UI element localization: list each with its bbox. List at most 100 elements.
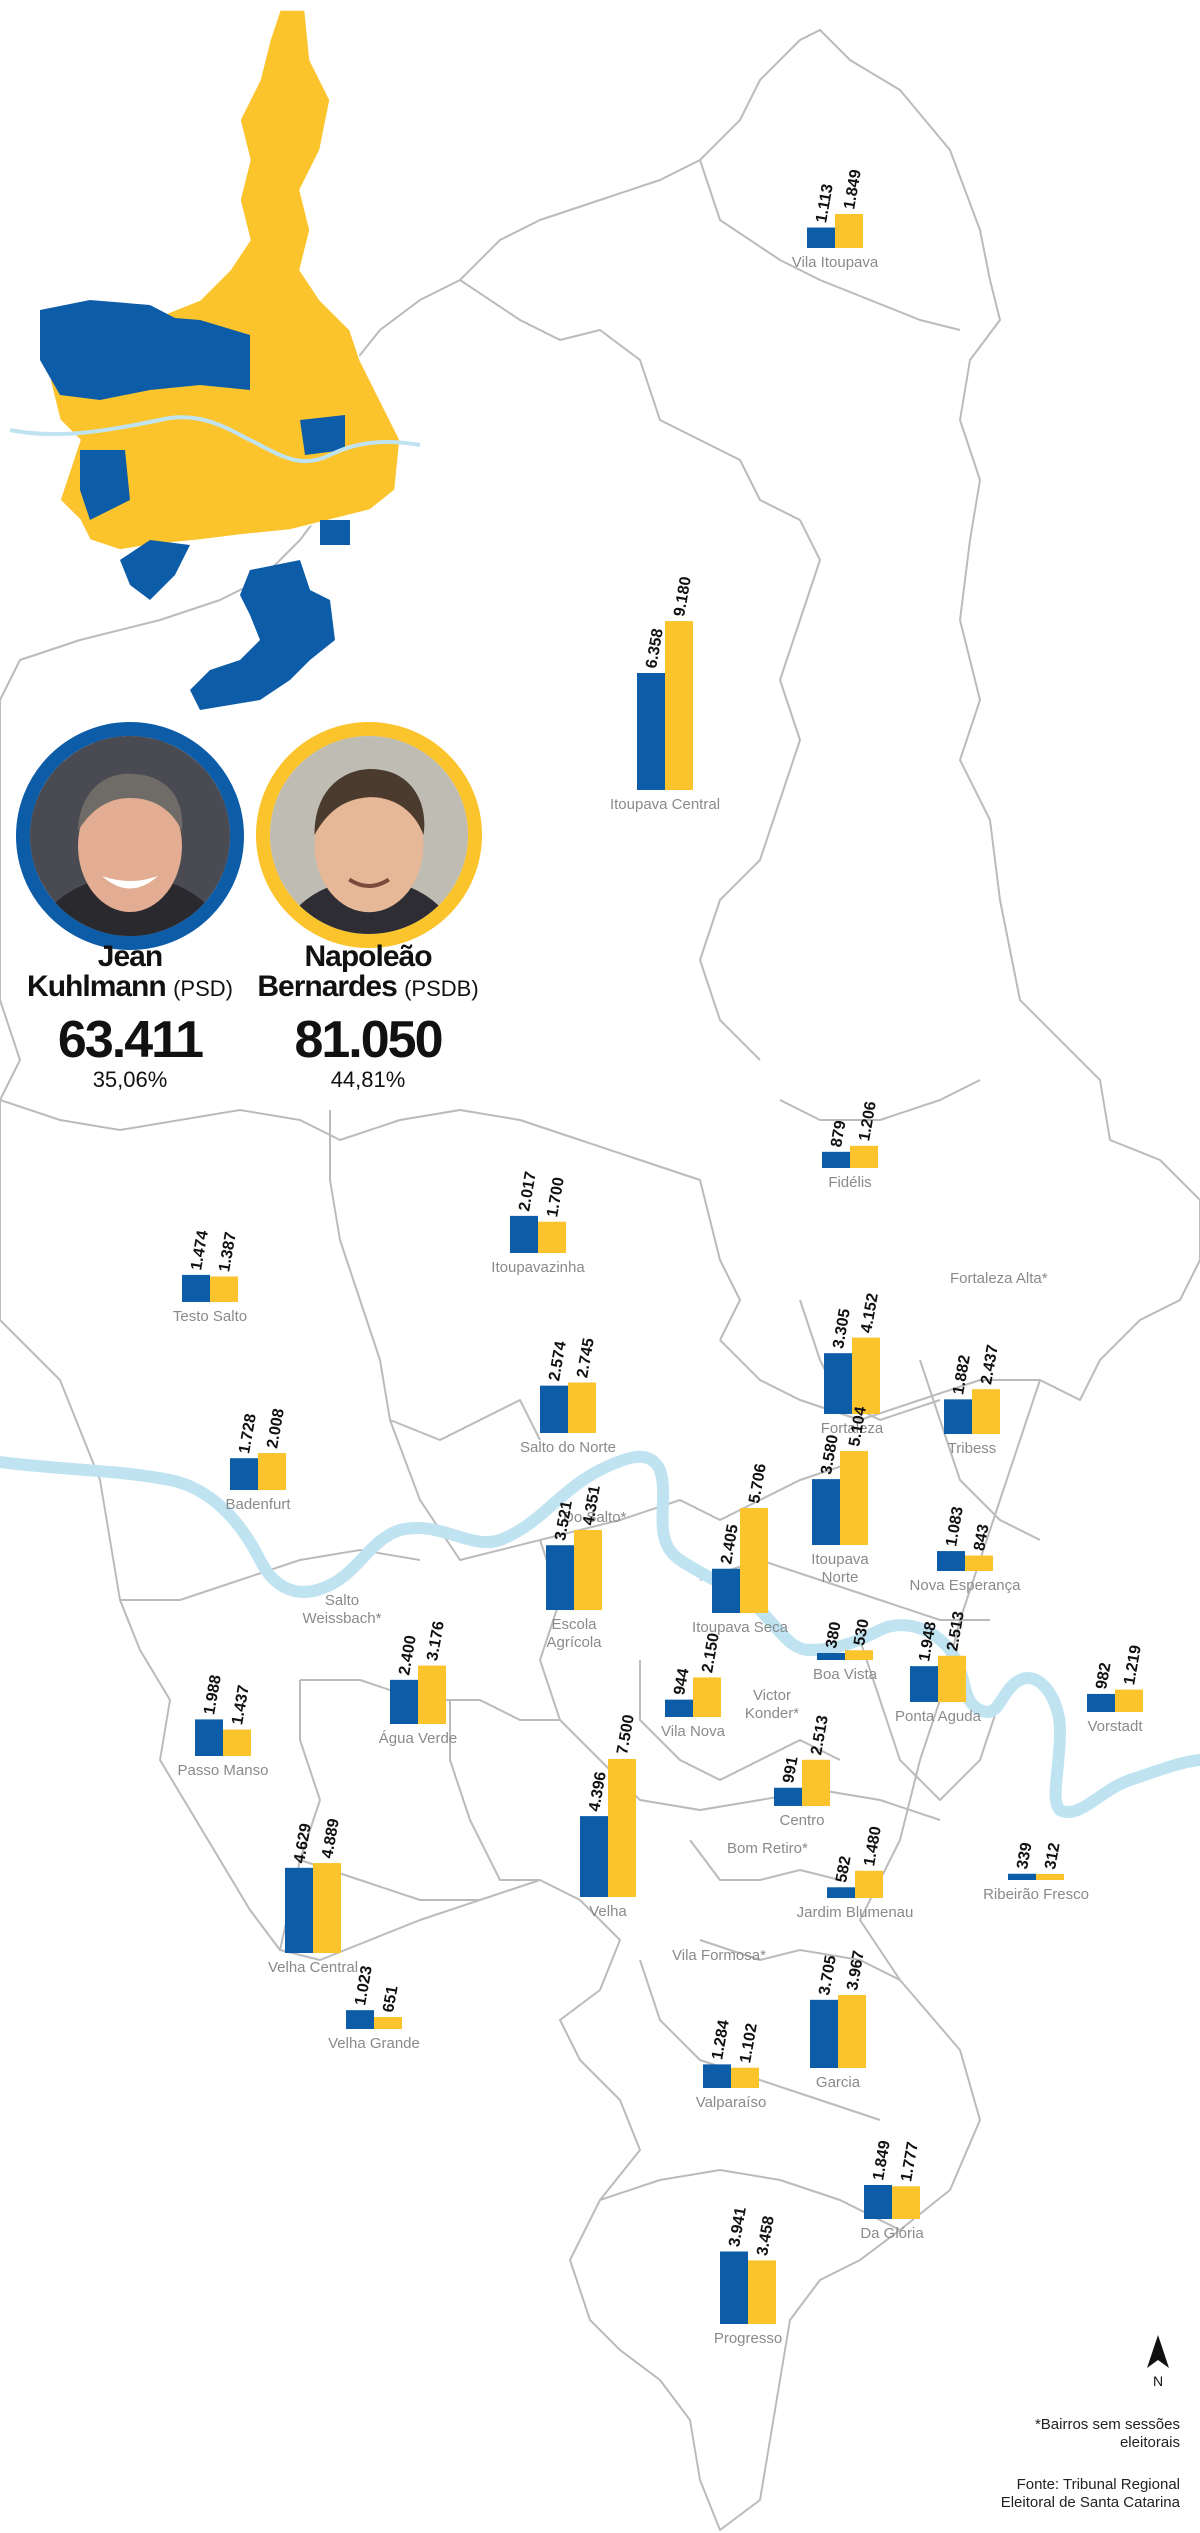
bar-kuhlmann (944, 1399, 972, 1434)
bar-kuhlmann (864, 2184, 892, 2219)
neighborhood-velha-grande: 1.023 651 Velha Grande (328, 1964, 420, 2052)
neighborhood-name: Centro (779, 1812, 824, 1829)
neighborhood-name: Ribeirão Fresco (983, 1886, 1089, 1903)
value-napoleao: 2.437 (978, 1343, 1002, 1385)
bar-napoleao (840, 1451, 868, 1545)
bar-kuhlmann (703, 2064, 731, 2088)
value-napoleao: 7.500 (614, 1713, 638, 1755)
neighborhood-name: Velha (589, 1903, 627, 1920)
neighborhood-name: Escola Agrícola (546, 1616, 602, 1651)
bernardes-votes: 81.050 (294, 1011, 443, 1069)
bar-napoleao (748, 2260, 776, 2324)
border-west (0, 1099, 741, 1341)
neighborhood-progresso: 3.941 3.458 Progresso (714, 2206, 782, 2347)
value-napoleao: 2.745 (574, 1337, 598, 1379)
bernardes-portrait-icon (270, 736, 468, 934)
neighborhood-name: Passo Manso (178, 1762, 269, 1779)
neighborhood-name: Progresso (714, 2330, 782, 2347)
neighborhood-valparaíso: 1.284 1.102 Valparaíso (696, 2019, 767, 2111)
bar-napoleao (258, 1453, 286, 1490)
neighborhood-name: Salto do Norte (520, 1439, 616, 1456)
source-credit: Fonte: Tribunal Regional Eleitoral de Sa… (1000, 2476, 1180, 2511)
neighborhood-velha-central: 4.629 4.889 Velha Central (268, 1817, 358, 1976)
value-napoleao: 1.700 (544, 1176, 568, 1218)
candidate-bernardes: Napoleão Bernardes (PSDB) 81.050 44,81% (238, 942, 498, 1092)
label-vila-formosa: Vila Formosa* (672, 1947, 766, 1964)
neighborhood-name: Velha Grande (328, 2035, 420, 2052)
border-centro (539, 1539, 941, 1821)
bar-napoleao (374, 2017, 402, 2029)
bar-napoleao (223, 1729, 251, 1756)
border-progresso (599, 2169, 901, 2231)
value-napoleao: 4.889 (319, 1817, 343, 1859)
neighborhood-name: Da Glória (860, 2225, 924, 2242)
neighborhood-nova-esperança: 1.083 843 Nova Esperança (910, 1505, 1022, 1594)
value-napoleao: 1.849 (841, 168, 865, 210)
bar-kuhlmann (230, 1458, 258, 1490)
value-napoleao: 2.513 (808, 1714, 832, 1756)
bar-kuhlmann (665, 1699, 693, 1717)
north-arrow-icon (1147, 2335, 1169, 2368)
bar-napoleao (665, 621, 693, 790)
value-napoleao: 1.102 (737, 2022, 761, 2064)
bar-kuhlmann (1087, 1693, 1115, 1712)
bar-napoleao (892, 2186, 920, 2219)
value-napoleao: 312 (1042, 1841, 1063, 1870)
neighborhood-boa-vista: 380 530 Boa Vista (813, 1618, 878, 1683)
border-central (699, 519, 821, 1061)
value-napoleao: 5.706 (746, 1462, 770, 1504)
north-label: N (1153, 2373, 1163, 2389)
neighborhood-name: Itoupava Norte (811, 1551, 869, 1586)
border-ponta (859, 1639, 1001, 1801)
bar-kuhlmann (810, 1999, 838, 2068)
bernardes-first-name: Napoleão (304, 940, 432, 973)
no-section-labels: Fortaleza Alta* Do Salto* Salto Weissbach… (303, 1270, 1048, 1964)
kuhlmann-percent: 35,06% (92, 1067, 168, 1092)
border-mid (719, 1339, 1040, 1421)
bar-napoleao (693, 1677, 721, 1717)
bar-kuhlmann (546, 1545, 574, 1610)
neighborhood-name: Testo Salto (173, 1308, 247, 1325)
neighborhood-name: Itoupavazinha (491, 1259, 585, 1276)
neighborhood-name: Jardim Blumenau (797, 1904, 914, 1921)
bar-napoleao (938, 1655, 966, 1702)
border-itoupava (459, 279, 801, 521)
inset-yellow-area (49, 9, 401, 551)
value-kuhlmann: 944 (671, 1667, 692, 1696)
neighborhood-ponta-aguda: 1.948 2.513 Ponta Aguda (895, 1610, 982, 1725)
bar-napoleao (852, 1337, 880, 1414)
bar-kuhlmann (182, 1274, 210, 1302)
bar-napoleao (850, 1145, 878, 1168)
bar-kuhlmann (195, 1719, 223, 1756)
kuhlmann-photo (16, 722, 244, 950)
bar-napoleao (313, 1863, 341, 1953)
value-kuhlmann: 339 (1014, 1841, 1035, 1870)
neighborhood-name: Água Verde (379, 1730, 457, 1747)
bernardes-party: (PSDB) (404, 976, 479, 1001)
value-napoleao: 530 (851, 1618, 872, 1647)
border-north (699, 159, 961, 331)
value-napoleao: 4.152 (858, 1292, 882, 1334)
inset-blue-area-3 (300, 415, 345, 455)
neighborhood-tribess: 1.882 2.437 Tribess (944, 1343, 1002, 1457)
border-fidelis (779, 1079, 981, 1121)
bar-napoleao (574, 1529, 602, 1610)
value-kuhlmann: 991 (780, 1755, 801, 1784)
value-napoleao: 2.513 (944, 1610, 968, 1652)
border-bom-retiro (689, 1839, 841, 1881)
value-kuhlmann: 3.705 (816, 1954, 840, 1996)
bar-kuhlmann (807, 227, 835, 248)
label-victor-konder: Victor Konder* (745, 1687, 799, 1722)
bar-kuhlmann (712, 1568, 740, 1613)
kuhlmann-party: (PSD) (173, 976, 233, 1001)
neighborhood-name: Valparaíso (696, 2094, 767, 2111)
bar-napoleao (1036, 1874, 1064, 1880)
value-napoleao: 651 (380, 1984, 401, 2013)
bar-kuhlmann (822, 1151, 850, 1168)
neighborhood-salto-do-norte: 2.574 2.745 Salto do Norte (520, 1337, 616, 1456)
bar-napoleao (608, 1759, 636, 1897)
inset-blue-area-6 (190, 560, 335, 710)
value-napoleao: 1.437 (229, 1684, 253, 1726)
